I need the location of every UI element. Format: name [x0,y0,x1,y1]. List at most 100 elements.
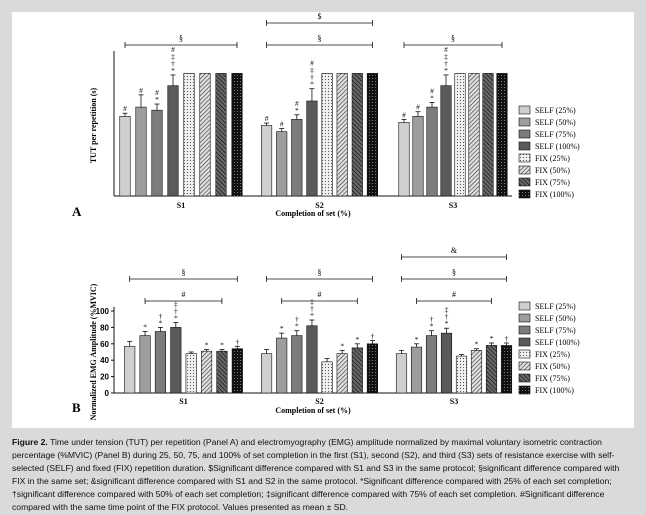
bar [124,345,136,394]
significance-mark: * [220,341,224,350]
bar [276,337,288,394]
significance-mark: † [235,337,239,346]
legend-swatch [518,153,531,163]
legend-swatch [518,165,531,175]
bar [470,350,483,394]
y-tick-label: 20 [100,373,109,382]
legend-label: FIX (50%) [535,362,570,371]
significance-mark: † [295,315,299,324]
bar [395,353,408,394]
bar [366,73,378,197]
category-label: S3 [449,201,457,210]
significance-mark: ‡ [310,66,314,75]
bar [366,343,378,394]
bracket-symbol: § [451,34,455,43]
caption-text: Time under tension (TUT) per repetition … [12,437,620,512]
bar [425,335,438,394]
significance-mark: ‡ [445,305,449,314]
significance-mark: ‡ [171,52,175,61]
legend-label: FIX (100%) [535,190,574,199]
significance-mark: † [171,59,175,68]
x-axis-label: Completion of set (%) [275,406,351,415]
bar [231,348,243,394]
legend-label: FIX (25%) [535,154,570,163]
legend-label: SELF (100%) [535,142,580,151]
bar [170,327,182,394]
bar [306,325,318,394]
significance-mark: * [355,335,359,344]
bar [321,361,333,394]
bar [351,347,363,394]
y-tick-label: 80 [100,323,109,332]
bar [482,73,494,197]
significance-mark: * [310,311,314,320]
significance-mark: # [171,45,175,54]
legend-label: SELF (25%) [535,302,576,311]
bar [151,109,163,197]
caption-label: Figure 2. [12,437,48,447]
legend-label: FIX (75%) [535,374,570,383]
significance-mark: * [143,323,147,332]
bracket-symbol: # [318,290,322,299]
legend-label: SELF (50%) [535,118,576,127]
bracket-symbol: § [318,34,322,43]
bar [351,73,363,197]
legend-swatch [518,385,531,395]
bracket-symbol: § [182,268,186,277]
legend-label: FIX (50%) [535,166,570,175]
bar [216,350,228,394]
significance-mark: * [490,334,494,343]
legend-swatch [518,361,531,371]
legend-swatch [518,105,531,115]
significance-mark: # [139,86,143,95]
bar [336,353,348,394]
category-label: S2 [315,201,323,210]
significance-mark: * [445,319,449,328]
y-axis-label: Normalized EMG Amplitude (%MVIC) [89,283,98,420]
significance-mark: # [416,103,420,112]
bar [215,73,227,197]
bracket-symbol: § [452,268,456,277]
legend-label: FIX (100%) [535,386,574,395]
category-label: S1 [179,397,187,406]
legend-swatch [518,117,531,127]
significance-mark: # [280,120,284,129]
significance-mark: † [430,315,434,324]
significance-mark: * [295,322,299,331]
bar [291,119,303,197]
bar [185,353,197,394]
significance-mark: † [310,73,314,82]
figure-caption: Figure 2. Time under tension (TUT) per r… [12,436,634,514]
significance-mark: # [310,59,314,68]
bar [500,345,513,394]
bar [201,350,213,394]
category-label: S3 [450,397,458,406]
significance-mark: * [174,313,178,322]
bar [135,106,147,197]
bracket-symbol: § [318,268,322,277]
significance-mark: * [415,335,419,344]
bar [410,346,423,394]
significance-mark: * [475,340,479,349]
significance-mark: † [310,304,314,313]
y-tick-label: 0 [105,389,110,398]
legend-label: SELF (100%) [535,338,580,347]
significance-mark: * [340,341,344,350]
legend-label: FIX (75%) [535,178,570,187]
bar [291,335,303,394]
bar [276,131,288,197]
category-label: S1 [177,201,185,210]
legend-swatch [518,129,531,139]
legend-swatch [518,141,531,151]
significance-mark: # [295,99,299,108]
legend-swatch [518,325,531,335]
significance-mark: * [430,94,434,103]
bar [199,73,211,197]
significance-mark: * [444,66,448,75]
legend-swatch [518,301,531,311]
bar [261,125,273,197]
significance-mark: * [430,322,434,331]
bar [496,73,508,197]
legend-swatch [518,313,531,323]
significance-mark: † [444,59,448,68]
